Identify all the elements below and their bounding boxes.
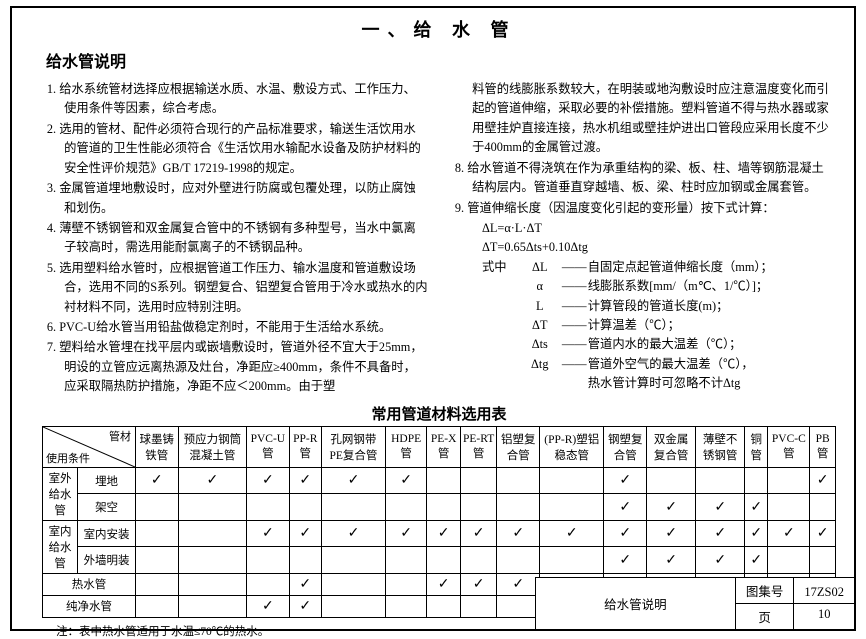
legend-row: Δtg——管道外空气的最大温差（℃）， (450, 355, 836, 374)
row-label: 埋地 (78, 467, 136, 494)
legend-row: α——线膨胀系数[mm/（m℃、1/℃）]； (450, 277, 836, 296)
row-group: 室内给水管 (43, 520, 78, 573)
col-h: 球墨铸铁管 (136, 426, 179, 467)
row-group: 室外给水管 (43, 467, 78, 520)
legend-label: 式中 (482, 258, 519, 277)
section-title: 给水管说明 (46, 48, 836, 72)
table-title: 常用管道材料选用表 (42, 403, 836, 424)
legend-row: ΔT——计算温差（℃）； (450, 316, 836, 335)
footer-values: 17ZS02 10 (794, 578, 854, 629)
footer-labels: 图集号 页 (736, 578, 795, 629)
legend-row: Δts——管道内水的最大温差（℃）； (450, 335, 836, 354)
col-h: 双金属复合管 (647, 426, 696, 467)
right-column: 料管的线膨胀系数较大，在明装或地沟敷设时应注意温度变化而引起的管道伸缩，采取必要… (450, 80, 836, 398)
item-1: 1. 给水系统管材选择应根据输送水质、水温、敷设方式、工作压力、使用条件等因素，… (42, 80, 428, 119)
legend-row: L——计算管段的管道长度(m)； (450, 297, 836, 316)
table-row: 室内给水管 室内安装 ✓✓✓✓✓✓✓✓✓✓✓✓✓✓ (43, 520, 836, 547)
footer-block: 给水管说明 图集号 页 17ZS02 10 (535, 577, 854, 629)
item-7: 7. 塑料给水管埋在找平层内或嵌墙敷设时，管道外径不宜大于25mm，明设的立管应… (42, 338, 428, 396)
col-h: 铜管 (745, 426, 768, 467)
row-label: 外墙明装 (78, 547, 136, 574)
row-label: 架空 (78, 494, 136, 521)
col-h: HDPE管 (385, 426, 427, 467)
footer-page-label: 页 (736, 604, 794, 629)
row-label: 室内安装 (78, 520, 136, 547)
col-h: 铝塑复合管 (497, 426, 540, 467)
col-h: PVC-U管 (247, 426, 289, 467)
footer-title: 给水管说明 (536, 578, 736, 629)
footer-set-label: 图集号 (736, 578, 794, 604)
item-2: 2. 选用的管材、配件必须符合现行的产品标准要求，输送生活饮用水的管道的卫生性能… (42, 120, 428, 178)
col-h: PP-R管 (289, 426, 321, 467)
diagonal-header: 管材 使用条件 (43, 427, 135, 467)
table-row: 外墙明装 ✓✓✓✓ (43, 547, 836, 574)
page-title: 一、给 水 管 (42, 16, 836, 42)
footer-page: 10 (794, 604, 854, 625)
item-8: 8. 给水管道不得浇筑在作为承重结构的梁、板、柱、墙等钢筋混凝土结构层内。管道垂… (450, 159, 836, 198)
table-row: 架空 ✓✓✓✓ (43, 494, 836, 521)
page-frame: 一、给 水 管 给水管说明 1. 给水系统管材选择应根据输送水质、水温、敷设方式… (10, 6, 856, 631)
item-9: 9. 管道伸缩长度（因温度变化引起的变形量）按下式计算： (450, 199, 836, 218)
item-4: 4. 薄壁不锈钢管和双金属复合管中的不锈钢有多种型号，当水中氯离子较高时，需选用… (42, 219, 428, 258)
formula-2: ΔT=0.65Δts+0.10Δtg (450, 238, 836, 257)
legend-tail: 热水管计算时可忽略不计Δtg (450, 374, 836, 393)
row-label: 纯净水管 (43, 595, 136, 617)
col-h: 薄壁不锈钢管 (696, 426, 745, 467)
item-7-cont: 料管的线膨胀系数较大，在明装或地沟敷设时应注意温度变化而引起的管道伸缩，采取必要… (450, 80, 836, 158)
table-row: 室外给水管 埋地 ✓✓✓✓✓✓✓✓ (43, 467, 836, 494)
table-header-row: 管材 使用条件 球墨铸铁管 预应力钢筒混凝土管 PVC-U管 PP-R管 孔网钢… (43, 426, 836, 467)
body-columns: 1. 给水系统管材选择应根据输送水质、水温、敷设方式、工作压力、使用条件等因素，… (42, 80, 836, 398)
col-h: PE-X管 (427, 426, 460, 467)
legend-row: 式中ΔL——自固定点起管道伸缩长度（mm）； (450, 258, 836, 277)
col-h: 钢塑复合管 (604, 426, 647, 467)
col-h: PE-RT管 (460, 426, 497, 467)
row-label: 热水管 (43, 573, 136, 595)
col-h: PB管 (810, 426, 836, 467)
col-h: 孔网钢带PE复合管 (321, 426, 385, 467)
item-3: 3. 金属管道埋地敷设时，应对外壁进行防腐或包覆处理，以防止腐蚀和划伤。 (42, 179, 428, 218)
formula-1: ΔL=α·L·ΔT (450, 219, 836, 238)
col-h: (PP-R)塑铝稳态管 (540, 426, 604, 467)
col-h: 预应力钢筒混凝土管 (178, 426, 247, 467)
col-h: PVC-C管 (768, 426, 810, 467)
footer-set: 17ZS02 (794, 582, 854, 604)
item-6: 6. PVC-U给水管当用铅盐做稳定剂时，不能用于生活给水系统。 (42, 318, 428, 337)
left-column: 1. 给水系统管材选择应根据输送水质、水温、敷设方式、工作压力、使用条件等因素，… (42, 80, 428, 398)
item-5: 5. 选用塑料给水管时，应根据管道工作压力、输水温度和管道敷设场合，选用不同的S… (42, 259, 428, 317)
